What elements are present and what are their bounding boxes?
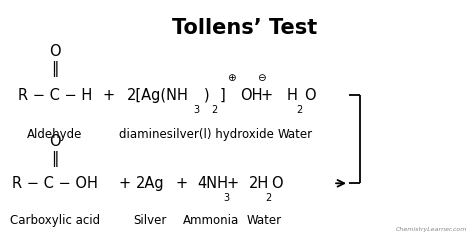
Text: O: O	[271, 176, 283, 191]
Text: +: +	[175, 176, 188, 191]
Text: 3: 3	[223, 193, 229, 203]
Text: ‖: ‖	[51, 61, 58, 77]
Text: ⊕: ⊕	[227, 73, 236, 83]
Text: O: O	[49, 44, 61, 59]
Text: +: +	[261, 88, 273, 103]
Text: Tollens’ Test: Tollens’ Test	[172, 18, 318, 38]
Text: 2[Ag(NH: 2[Ag(NH	[127, 88, 189, 103]
Text: ⊖: ⊖	[257, 73, 266, 83]
Text: H: H	[286, 88, 297, 103]
Text: 2: 2	[265, 193, 271, 203]
Text: ChemistryLearner.com: ChemistryLearner.com	[395, 227, 467, 232]
Text: +: +	[226, 176, 238, 191]
Text: R − C − OH: R − C − OH	[12, 176, 98, 191]
Text: +: +	[119, 176, 131, 191]
Text: ]: ]	[220, 88, 226, 103]
Text: Water: Water	[278, 128, 313, 141]
Text: ‖: ‖	[51, 151, 58, 167]
Text: R − C − H: R − C − H	[18, 88, 92, 103]
Text: ): )	[204, 88, 209, 103]
Text: 2Ag: 2Ag	[136, 176, 164, 191]
Text: +: +	[103, 88, 115, 103]
Text: Silver: Silver	[133, 214, 166, 227]
Text: O: O	[49, 134, 61, 149]
Text: 4NH: 4NH	[197, 176, 228, 191]
Text: 2H: 2H	[248, 176, 269, 191]
Text: O: O	[304, 88, 315, 103]
Text: Carboxylic acid: Carboxylic acid	[9, 214, 100, 227]
Text: OH: OH	[240, 88, 263, 103]
Text: Water: Water	[247, 214, 282, 227]
Text: 2: 2	[296, 105, 303, 115]
Text: 3: 3	[194, 105, 200, 115]
Text: 2: 2	[211, 105, 217, 115]
Text: Ammonia: Ammonia	[183, 214, 239, 227]
Text: Aldehyde: Aldehyde	[27, 128, 82, 141]
Text: diaminesilver(l) hydroxide: diaminesilver(l) hydroxide	[119, 128, 274, 141]
